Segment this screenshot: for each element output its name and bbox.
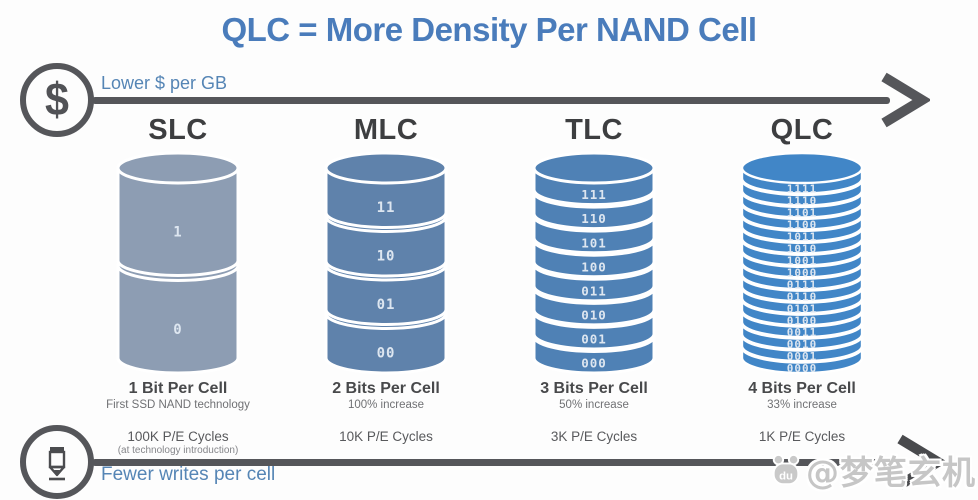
column-tlc: TLC 111 110 101 100 011 010 001 000 3 Bits Per Ce… — [490, 112, 698, 457]
pe-cycles-slc: 100K P/E Cycles — [127, 429, 229, 444]
pe-note-tlc — [490, 445, 698, 457]
segment-label: 1111 — [787, 183, 818, 196]
cylinder-mlc: 11 10 01 00 — [324, 151, 448, 375]
segment-label: 1011 — [787, 230, 818, 243]
column-caption-tlc: 3 Bits Per Cell — [540, 380, 648, 397]
column-subcaption-tlc: 50% increase — [559, 399, 629, 411]
pencil-icon — [20, 425, 94, 499]
pe-cycles-mlc: 10K P/E Cycles — [339, 429, 433, 444]
column-caption-slc: 1 Bit Per Cell — [128, 380, 228, 397]
cylinder-slc: 10 — [116, 151, 240, 375]
segment-label: 0001 — [787, 350, 818, 363]
dollar-glyph: $ — [45, 73, 69, 126]
segment-label: 1001 — [787, 254, 818, 267]
segment-label: 0 — [173, 322, 182, 338]
arrow-right-icon — [881, 72, 930, 128]
segment-label: 01 — [377, 297, 396, 313]
segment-label: 11 — [377, 200, 396, 216]
segment-label: 1100 — [787, 219, 818, 232]
column-title-mlc: MLC — [353, 114, 419, 146]
pe-note-mlc — [282, 445, 490, 457]
segment-label: 1101 — [787, 207, 818, 220]
segment-label: 010 — [581, 307, 607, 322]
column-subcaption-slc: First SSD NAND technology — [106, 399, 250, 411]
column-qlc: QLC 1111 1110 1101 1100 1011 1010 1001 1000 0111 0… — [698, 112, 906, 457]
column-subcaption-mlc: 100% increase — [347, 399, 425, 411]
segment-label: 110 — [581, 211, 607, 226]
cylinder-qlc: 1111111011011100101110101001100001110110… — [740, 151, 864, 375]
column-title-qlc: QLC — [770, 114, 834, 146]
top-axis-line — [92, 97, 890, 104]
segment-label: 0010 — [787, 338, 818, 351]
bottom-axis-line — [92, 459, 904, 466]
segment-label: 0110 — [787, 290, 818, 303]
segment-label: 1 — [173, 224, 182, 240]
segment-label: 1010 — [787, 242, 818, 255]
segment-label: 0111 — [787, 278, 818, 291]
watermark: du @梦笔玄机 — [769, 446, 976, 494]
segment-label: 0011 — [787, 326, 818, 339]
nand-columns: SLC 1 0 1 Bit Per Cell First SSD NAND techno… — [74, 112, 906, 457]
cylinder-tlc: 111 110 101 100 011 010 001 000 — [532, 151, 656, 375]
column-mlc: MLC 11 10 01 00 2 Bits Per Cell 100% increase 1… — [282, 112, 490, 457]
segment-label: 0000 — [787, 362, 818, 375]
segment-label: 0101 — [787, 302, 818, 315]
segment-label: 0100 — [787, 314, 818, 327]
paw-badge-icon: du — [772, 453, 800, 486]
bottom-axis-label: Fewer writes per cell — [101, 464, 276, 485]
segment-label: 00 — [377, 345, 396, 361]
segment-label: 1000 — [787, 266, 818, 279]
pe-cycles-tlc: 3K P/E Cycles — [550, 429, 638, 444]
segment-label: 100 — [581, 259, 607, 274]
column-caption-qlc: 4 Bits Per Cell — [748, 380, 856, 397]
watermark-text: @梦笔玄机 — [806, 453, 976, 492]
column-caption-mlc: 2 Bits Per Cell — [332, 380, 440, 397]
column-title-slc: SLC — [148, 114, 208, 146]
pe-note-slc: (at technology introduction) — [117, 445, 239, 456]
column-slc: SLC 1 0 1 Bit Per Cell First SSD NAND techno… — [74, 112, 282, 457]
arrow-right-icon — [897, 434, 946, 490]
page-title: QLC = More Density Per NAND Cell — [221, 11, 757, 48]
segment-label: 10 — [377, 248, 396, 264]
segment-label: 101 — [581, 235, 607, 250]
segment-label: 111 — [581, 187, 607, 202]
pencil-glyph — [48, 447, 66, 481]
top-axis-label: Lower $ per GB — [101, 73, 228, 93]
dollar-icon: $ — [20, 63, 94, 137]
segment-label: 000 — [581, 356, 607, 371]
column-subcaption-qlc: 33% increase — [767, 399, 837, 411]
column-title-tlc: TLC — [565, 114, 623, 146]
segment-label: 011 — [581, 283, 607, 298]
pe-cycles-qlc: 1K P/E Cycles — [758, 429, 846, 444]
paw-badge-text: du — [779, 470, 793, 482]
segment-label: 001 — [581, 332, 607, 347]
segment-label: 1110 — [787, 195, 818, 208]
